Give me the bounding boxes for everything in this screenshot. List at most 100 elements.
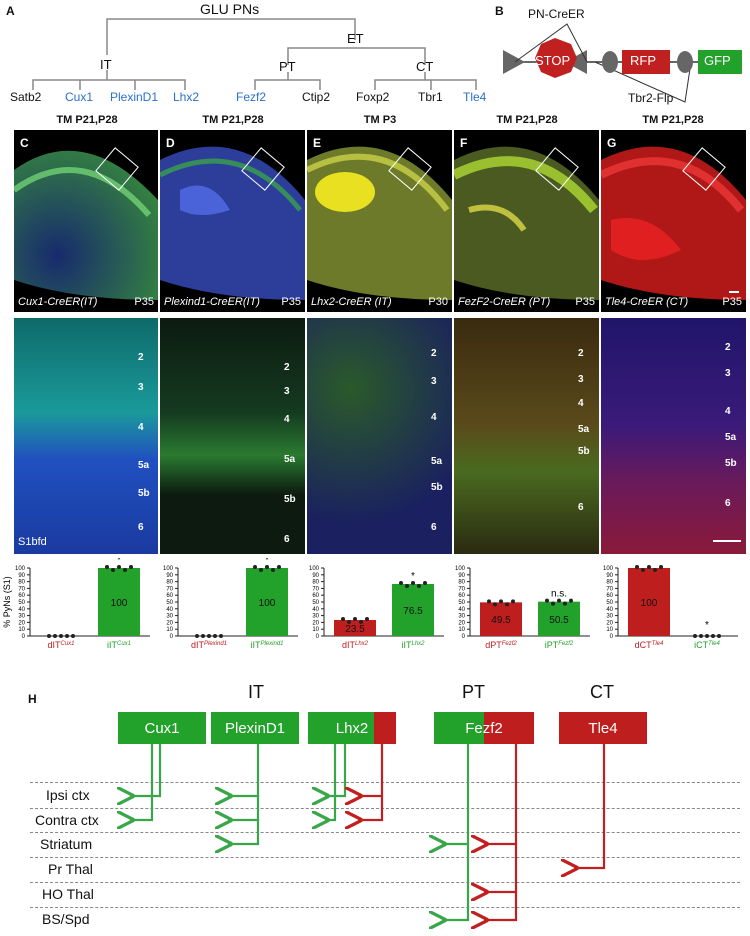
chart-2-bar-0 — [334, 620, 376, 636]
chart-2-point — [347, 620, 351, 625]
chart-1-tick-label: 60 — [166, 593, 173, 599]
age-label-e: P30 — [428, 296, 448, 308]
chart-0-point — [71, 634, 75, 638]
group-label-ct: CT — [590, 682, 614, 702]
line-label-e: Lhx2-CreER (IT) — [311, 296, 392, 308]
chart-4-tick-label: 20 — [606, 620, 613, 626]
chart-0-sig: * — [117, 558, 121, 566]
layer-e-6: 6 — [431, 522, 437, 533]
tm-label-f: TM P21,P28 — [496, 114, 558, 126]
layer-f-5b: 5b — [578, 446, 590, 457]
tm-label-c: TM P21,P28 — [56, 114, 118, 126]
tree-node-ct: CT — [416, 59, 434, 74]
chart-1-tick-label: 30 — [166, 614, 173, 620]
chart-3-tick-label: 20 — [458, 620, 465, 626]
chart-3-bar-1 — [538, 601, 580, 636]
chart-2-point — [411, 580, 415, 585]
chart-0-tick-label: 80 — [18, 580, 25, 586]
chart-1-point — [271, 568, 275, 572]
chart-3-sig: n.s. — [551, 589, 567, 600]
micrograph-d-layers: 2 3 4 5a 5b 6 — [160, 318, 305, 554]
panel-g-letter: G — [607, 136, 617, 150]
age-label-d: P35 — [281, 296, 301, 308]
chart-4-tick-label: 70 — [606, 586, 613, 592]
chart-2-point — [405, 583, 409, 588]
gene-cux1: Cux1 — [65, 90, 94, 104]
layer-d-5b: 5b — [284, 494, 296, 505]
age-label-g: P35 — [722, 296, 742, 308]
layer-f-6: 6 — [578, 502, 584, 513]
gene-fezf2: Fezf2 — [236, 90, 267, 104]
line-label-c: Cux1-CreER(IT) — [18, 296, 98, 308]
chart-1-tick-label: 0 — [170, 634, 174, 640]
chart-0-point — [105, 565, 109, 569]
chart-4-tick-label: 10 — [606, 627, 613, 633]
chart-1-tick-label: 20 — [166, 620, 173, 626]
chart-2-point — [359, 620, 363, 625]
chart-1-point — [277, 565, 281, 569]
construct-diagram — [503, 23, 742, 103]
chart-1-tick-label: 80 — [166, 580, 173, 586]
layer-c-5b: 5b — [138, 488, 150, 499]
chart-1-category-label: iITPlexind1 — [250, 640, 283, 650]
layer-e-5a: 5a — [431, 456, 443, 467]
chart-0-point — [117, 565, 121, 569]
chart-2-tick-label: 50 — [312, 600, 319, 606]
chart-3-bar-0 — [480, 602, 522, 636]
target-bs-spd: BS/Spd — [42, 911, 90, 927]
construct-bottom-label: Tbr2-Flp — [628, 91, 674, 105]
chart-0-tick-label: 0 — [22, 634, 26, 640]
chart-0-category-label: dITCux1 — [47, 640, 74, 650]
chart-2-point — [365, 617, 369, 622]
layer-g-4: 4 — [725, 406, 731, 417]
chart-4-bar-0 — [628, 568, 670, 636]
chart-3-point — [493, 602, 497, 607]
chart-2-tick-label: 100 — [309, 566, 320, 572]
tree-root: GLU PNs — [200, 1, 260, 17]
chart-1-tick-label: 70 — [166, 586, 173, 592]
chart-0-point — [53, 634, 57, 638]
chart-1-point — [219, 634, 223, 638]
chart-4-point — [699, 634, 703, 638]
chart-0-point — [47, 634, 51, 638]
layer-f-2: 2 — [578, 348, 584, 359]
chart-3-tick-label: 40 — [458, 607, 465, 613]
layer-c-6: 6 — [138, 522, 144, 533]
chart-1-value-label: 100 — [259, 598, 276, 609]
micrograph-e-layers: 2 3 4 5a 5b 6 — [307, 318, 452, 554]
chart-4-tick-label: 100 — [603, 566, 614, 572]
layer-e-5b: 5b — [431, 482, 443, 493]
chart-0-bar-1 — [98, 568, 140, 636]
chart-1-point — [201, 634, 205, 638]
box-tle4: Tle4 — [559, 712, 647, 744]
micrograph-f-hemisphere: F FezF2-CreER (PT) P35 — [454, 130, 599, 312]
panel-f-letter: F — [460, 136, 468, 150]
chart-2-tick-label: 70 — [312, 586, 319, 592]
chart-4-value-label: 100 — [641, 598, 658, 609]
rfp-cassette: RFP — [630, 53, 656, 68]
line-label-f: FezF2-CreER (PT) — [458, 296, 551, 308]
age-label-f: P35 — [575, 296, 595, 308]
stop-cassette: STOP — [535, 53, 571, 68]
chart-3-point — [511, 599, 515, 604]
layer-f-5a: 5a — [578, 424, 590, 435]
chart-2-category-label: dITLhx2 — [342, 640, 369, 650]
chart-0-tick-label: 60 — [18, 593, 25, 599]
chart-3-tick-label: 0 — [462, 634, 466, 640]
chart-4-tick-label: 0 — [610, 634, 614, 640]
box-cux1: Cux1 — [118, 712, 206, 744]
panel-a-letter: A — [6, 4, 15, 18]
chart-3-category-label: dPTFezf2 — [485, 640, 517, 650]
layer-e-4: 4 — [431, 412, 437, 423]
chart-4-point — [711, 634, 715, 638]
layer-g-6: 6 — [725, 498, 731, 509]
chart-1-point — [259, 568, 263, 572]
chart-4-point — [653, 568, 657, 572]
group-label-it: IT — [248, 682, 264, 702]
micrograph-g-hemisphere: G Tle4-CreER (CT) P35 — [601, 130, 746, 312]
chart-0-point — [59, 634, 63, 638]
chart-0-point — [65, 634, 69, 638]
chart-2-tick-label: 20 — [312, 620, 319, 626]
gene-foxp2: Foxp2 — [356, 90, 390, 104]
layer-c-4: 4 — [138, 422, 144, 433]
